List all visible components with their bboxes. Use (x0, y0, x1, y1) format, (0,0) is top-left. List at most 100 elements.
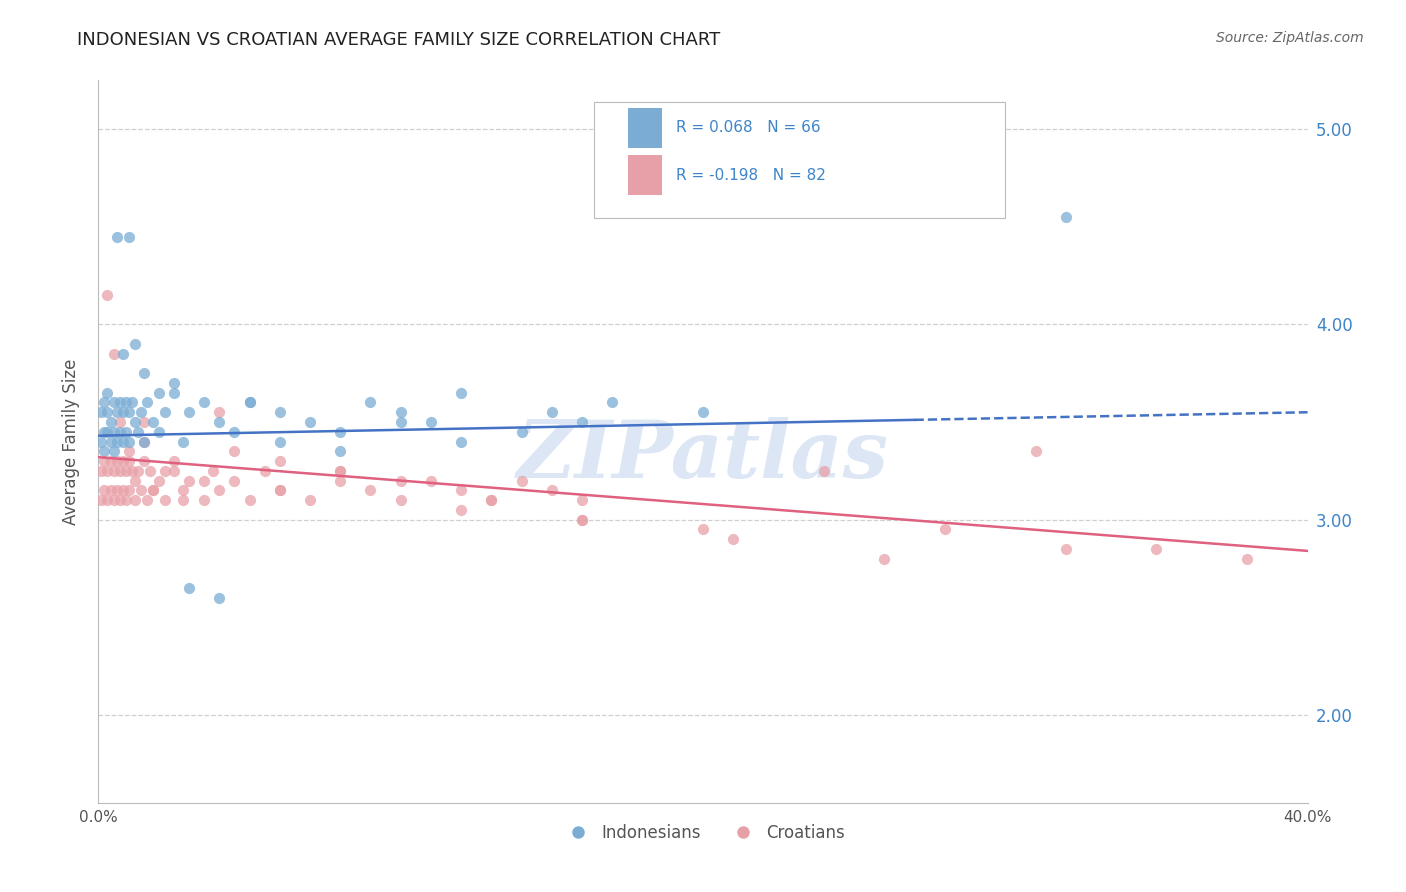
Point (153, 493, 176, 508)
Point (163, 454, 186, 468)
Point (269, 483, 291, 498)
Point (389, 493, 412, 508)
Point (121, 464, 143, 478)
Point (100, 454, 122, 468)
Point (481, 493, 503, 508)
Point (127, 464, 149, 478)
Point (105, 405, 128, 419)
Point (105, 434, 128, 449)
Text: ZIPatlas: ZIPatlas (517, 417, 889, 495)
Point (132, 434, 155, 449)
Point (193, 474, 215, 488)
Point (224, 474, 246, 488)
Point (108, 415, 131, 429)
Point (1054, 541, 1077, 556)
Point (540, 483, 562, 498)
Point (208, 591, 231, 605)
Point (132, 454, 155, 468)
Point (153, 464, 176, 478)
Point (90, 464, 112, 478)
Point (124, 415, 146, 429)
Point (1144, 541, 1167, 556)
Point (723, 532, 745, 546)
Point (124, 474, 146, 488)
Point (148, 385, 170, 400)
Point (111, 434, 134, 449)
Point (96, 288, 118, 302)
Point (105, 229, 128, 244)
Point (299, 415, 322, 429)
Point (602, 395, 624, 409)
Point (360, 395, 382, 409)
Point (108, 464, 131, 478)
Legend: Indonesians, Croatians: Indonesians, Croatians (555, 817, 851, 848)
Point (118, 405, 141, 419)
Point (329, 425, 352, 439)
Point (96, 425, 118, 439)
Point (129, 483, 152, 498)
Point (139, 464, 162, 478)
Point (202, 464, 225, 478)
Point (389, 415, 412, 429)
Point (100, 434, 122, 449)
Point (269, 434, 291, 449)
Point (172, 483, 194, 498)
Point (93, 425, 115, 439)
Point (179, 474, 201, 488)
Point (179, 405, 201, 419)
Point (124, 337, 146, 351)
Point (179, 581, 201, 595)
Point (389, 405, 412, 419)
Point (103, 425, 125, 439)
Point (103, 493, 125, 508)
Point (93, 444, 115, 458)
Point (124, 493, 146, 508)
Text: Source: ZipAtlas.com: Source: ZipAtlas.com (1216, 31, 1364, 45)
Point (90, 434, 112, 449)
Point (127, 425, 149, 439)
Point (114, 395, 136, 409)
Point (132, 415, 155, 429)
Point (540, 405, 562, 419)
Point (224, 425, 246, 439)
Point (142, 483, 165, 498)
Y-axis label: Average Family Size: Average Family Size (62, 359, 80, 524)
Point (96, 464, 118, 478)
Point (224, 444, 246, 458)
Point (571, 513, 593, 527)
Point (114, 493, 136, 508)
Point (329, 474, 352, 488)
Text: R = 0.068   N = 66: R = 0.068 N = 66 (676, 120, 821, 136)
Point (148, 425, 170, 439)
Point (299, 493, 322, 508)
Point (108, 493, 131, 508)
Point (93, 454, 115, 468)
Point (360, 483, 382, 498)
Point (420, 415, 443, 429)
FancyBboxPatch shape (628, 155, 662, 195)
Point (93, 395, 115, 409)
Point (105, 483, 128, 498)
Point (1054, 210, 1077, 224)
Point (118, 434, 141, 449)
Point (269, 454, 291, 468)
Point (100, 483, 122, 498)
Point (103, 395, 125, 409)
Point (121, 395, 143, 409)
Point (96, 493, 118, 508)
Point (135, 493, 157, 508)
Point (450, 434, 472, 449)
Point (239, 395, 262, 409)
Point (108, 395, 131, 409)
Point (692, 405, 714, 419)
FancyBboxPatch shape (628, 108, 662, 147)
Point (153, 405, 176, 419)
Point (129, 405, 152, 419)
Point (108, 425, 131, 439)
Point (239, 395, 262, 409)
Point (450, 483, 472, 498)
Point (118, 444, 141, 458)
FancyBboxPatch shape (595, 102, 1005, 218)
Point (103, 444, 125, 458)
Text: R = -0.198   N = 82: R = -0.198 N = 82 (676, 168, 827, 183)
